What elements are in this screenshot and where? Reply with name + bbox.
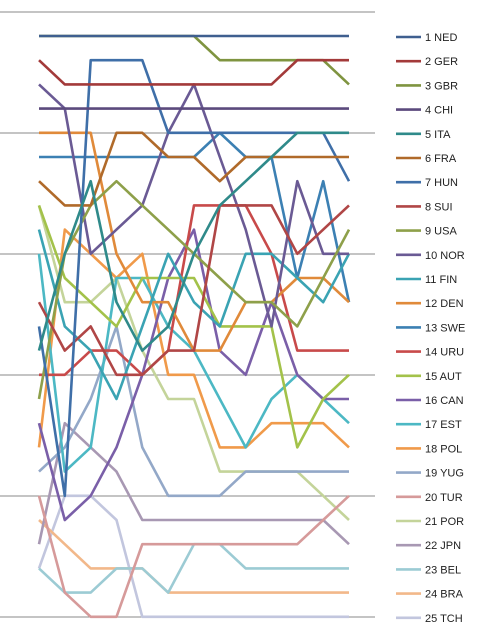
legend-label-8: 8 SUI xyxy=(425,201,453,213)
legend-label-24: 24 BRA xyxy=(425,589,464,601)
legend-label-6: 6 FRA xyxy=(425,153,457,165)
series-line-tch xyxy=(37,494,349,619)
series-lines xyxy=(37,34,351,619)
legend-label-20: 20 TUR xyxy=(425,492,463,504)
legend-label-3: 3 GBR xyxy=(425,80,458,92)
legend-label-19: 19 YUG xyxy=(425,468,464,480)
series-line-aut xyxy=(37,204,350,449)
legend: 1 NED 2 GER 3 GBR 4 CHI 5 ITA 6 FRA 7 HUN 8 SUI… xyxy=(396,32,465,625)
legend-label-15: 15 AUT xyxy=(425,371,462,383)
series-line-fin xyxy=(37,229,351,401)
legend-label-17: 17 EST xyxy=(425,419,462,431)
series-line-sui xyxy=(37,204,350,377)
legend-label-12: 12 DEN xyxy=(425,298,464,310)
legend-label-4: 4 CHI xyxy=(425,105,453,117)
legend-label-16: 16 CAN xyxy=(425,395,464,407)
series-line-usa xyxy=(37,179,351,400)
series-line-tur xyxy=(37,494,350,619)
series-line-yug xyxy=(38,325,349,498)
legend-label-13: 13 SWE xyxy=(425,322,465,334)
legend-label-14: 14 URU xyxy=(425,347,464,359)
legend-label-22: 22 JPN xyxy=(425,540,461,552)
legend-label-23: 23 BEL xyxy=(425,564,461,576)
gridlines xyxy=(0,11,375,618)
series-line-jpn xyxy=(37,421,350,546)
legend-label-10: 10 NOR xyxy=(425,250,465,262)
legend-label-18: 18 POL xyxy=(425,443,462,455)
series-line-ger xyxy=(38,58,349,86)
legend-label-5: 5 ITA xyxy=(425,129,451,141)
series-line-ita xyxy=(37,131,349,352)
legend-label-11: 11 FIN xyxy=(425,274,457,286)
series-line-fra xyxy=(38,131,349,207)
series-line-bra xyxy=(38,519,349,594)
legend-label-7: 7 HUN xyxy=(425,177,458,189)
legend-label-21: 21 POR xyxy=(425,516,464,528)
series-line-can xyxy=(37,228,349,522)
legend-label-2: 2 GER xyxy=(425,56,458,68)
legend-label-25: 25 TCH xyxy=(425,613,463,625)
legend-label-1: 1 NED xyxy=(425,32,457,44)
series-line-bel xyxy=(38,542,349,594)
legend-label-9: 9 USA xyxy=(425,226,457,238)
